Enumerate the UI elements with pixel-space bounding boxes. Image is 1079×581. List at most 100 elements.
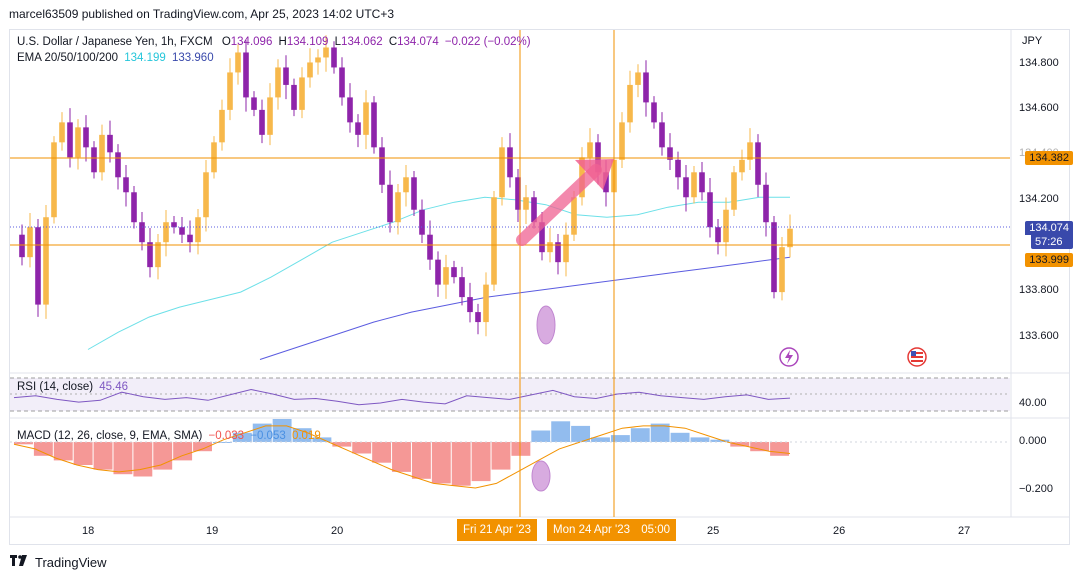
macd-histogram-bar xyxy=(272,419,292,442)
candle-body xyxy=(739,159,745,173)
candle-body xyxy=(283,67,289,85)
macd-histogram-bar xyxy=(610,435,630,442)
macd-histogram-bar xyxy=(650,423,670,442)
candle-body xyxy=(379,147,385,185)
macd-histogram-bar xyxy=(770,442,790,456)
macd-histogram-bar xyxy=(531,430,551,442)
countdown-tag: 57:26 xyxy=(1031,235,1073,249)
macd-histogram-bar xyxy=(153,442,173,470)
macd-legend[interactable]: MACD (12, 26, close, 9, EMA, SMA) −0.033… xyxy=(17,430,321,442)
macd-histogram-bar xyxy=(411,442,431,479)
candle-body xyxy=(435,259,441,285)
macd-tick: −0.200 xyxy=(1019,483,1053,495)
ema-value-2: 133.960 xyxy=(172,52,214,64)
candle-body xyxy=(411,177,417,210)
candle-body xyxy=(563,234,569,263)
rsi-label: RSI (14, close) xyxy=(17,381,94,393)
candle-body xyxy=(331,47,337,68)
rsi-line xyxy=(13,388,791,406)
macd-layer xyxy=(10,419,1010,489)
symbol-legend[interactable]: U.S. Dollar / Japanese Yen, 1h, FXCM O13… xyxy=(17,36,531,48)
candle-body xyxy=(779,247,785,293)
candle-body xyxy=(131,192,137,223)
macd-value-2: −0.053 xyxy=(250,430,286,442)
candle-body xyxy=(315,57,321,63)
candle-body xyxy=(107,134,113,153)
candle-body xyxy=(299,77,305,110)
candle-body xyxy=(211,142,217,173)
candle-body xyxy=(539,222,545,253)
rsi-tick: 40.00 xyxy=(1019,397,1047,409)
highlight-ellipse-macd xyxy=(531,460,551,492)
candle-body xyxy=(515,177,521,210)
macd-histogram-bar xyxy=(511,442,531,456)
candle-body xyxy=(43,217,49,305)
candle-body xyxy=(555,242,561,263)
low-label: L xyxy=(334,36,342,48)
macd-histogram-bar xyxy=(292,428,312,442)
candle-body xyxy=(235,52,241,73)
candle-body xyxy=(171,222,177,228)
last-price-tag: 134.074 xyxy=(1025,221,1073,235)
macd-histogram-bar xyxy=(133,442,153,477)
candle-body xyxy=(179,227,185,235)
chart-frame[interactable] xyxy=(9,29,1070,545)
candle-body xyxy=(699,172,705,193)
candle-body xyxy=(123,177,129,193)
time-tick: 27 xyxy=(958,525,971,537)
candle-body xyxy=(323,47,329,58)
price-tick: 133.600 xyxy=(1019,330,1059,342)
candle-body xyxy=(187,234,193,243)
price-tick: 134.800 xyxy=(1019,57,1059,69)
price-tick: 134.600 xyxy=(1019,102,1059,114)
candle-body xyxy=(595,142,601,173)
candle-body xyxy=(395,192,401,223)
close-label: C xyxy=(388,36,398,48)
macd-histogram-bar xyxy=(571,425,591,442)
macd-histogram-bar xyxy=(750,442,770,452)
candle-body xyxy=(547,242,553,253)
price-tick: 134.200 xyxy=(1019,193,1059,205)
candle-body xyxy=(259,109,265,135)
open-label: O xyxy=(221,36,231,48)
candle-body xyxy=(667,147,673,160)
candle-body xyxy=(451,267,457,278)
candle-body xyxy=(499,147,505,198)
candle-body xyxy=(731,172,737,210)
macd-signal-line xyxy=(13,425,791,489)
highlight-ellipse-price xyxy=(536,305,556,345)
candle-body xyxy=(683,177,689,198)
macd-histogram-bar xyxy=(551,421,571,442)
macd-histogram-bar xyxy=(491,442,511,470)
macd-histogram-bar xyxy=(232,432,252,442)
us-flag-event-icon xyxy=(907,347,927,367)
rsi-legend[interactable]: RSI (14, close) 45.46 xyxy=(17,381,128,393)
macd-histogram-bar xyxy=(630,428,650,442)
candle-body xyxy=(83,127,89,148)
ema-legend[interactable]: EMA 20/50/100/200 134.199 133.960 xyxy=(17,52,214,64)
candle-body xyxy=(523,197,529,210)
high-label: H xyxy=(278,36,287,48)
tradingview-logo-icon xyxy=(10,555,30,570)
macd-histogram-bar xyxy=(392,442,411,472)
candle-body xyxy=(147,242,153,268)
candle-body xyxy=(227,72,233,110)
candle-body xyxy=(347,97,353,123)
macd-histogram-bar xyxy=(372,442,392,463)
rsi-layer xyxy=(13,388,791,406)
tradingview-logo[interactable]: TradingView xyxy=(10,555,107,570)
candle-body xyxy=(619,122,625,160)
candle-body xyxy=(443,267,449,285)
candle-body xyxy=(27,227,33,258)
candle-body xyxy=(723,209,729,243)
candle-body xyxy=(99,134,105,173)
candles-layer xyxy=(19,35,793,337)
arrow-annotation xyxy=(516,159,614,246)
candle-body xyxy=(483,284,489,323)
cursor-date-tag-1: Fri 21 Apr '23 xyxy=(457,519,538,541)
ema-value-1: 134.199 xyxy=(124,52,166,64)
high-value: 134.109 xyxy=(286,36,329,48)
candle-body xyxy=(659,122,665,148)
candle-body xyxy=(691,172,697,198)
